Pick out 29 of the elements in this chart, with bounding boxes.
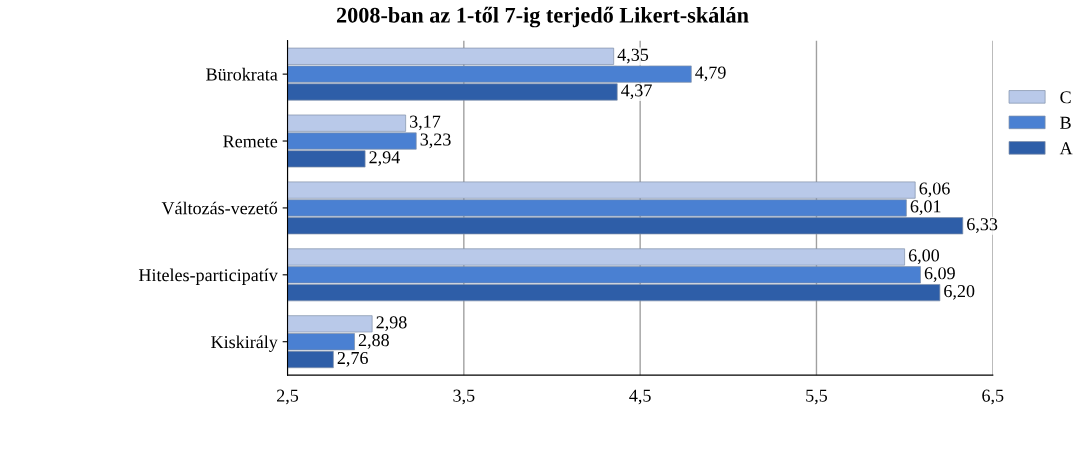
data-label: 6,09: [924, 267, 955, 282]
data-label: 6,00: [908, 249, 940, 265]
legend-label: C: [1060, 91, 1071, 104]
y-tick-label: Remete: [223, 135, 278, 148]
x-tick-label: 6,5: [982, 389, 1004, 405]
data-label: 2,88: [358, 334, 389, 349]
y-tick-label: Hiteles-participatív: [138, 268, 278, 285]
data-label: 3,17: [410, 115, 441, 131]
data-label: 4,79: [695, 66, 726, 82]
data-label: 3,23: [420, 133, 451, 149]
data-label: 2,98: [376, 316, 407, 331]
data-label: 6,01: [910, 200, 941, 216]
chart-title: 2008-ban az 1-től 7-ig terjedő Likert-skálán: [336, 6, 749, 28]
y-tick-label: Változás-vezető: [161, 201, 278, 215]
data-label: 4,35: [617, 48, 649, 64]
data-label: 6,06: [919, 182, 950, 198]
data-label: 2,94: [369, 151, 400, 166]
y-tick-label: Bürokrata: [206, 67, 278, 81]
x-tick-label: 4,5: [629, 389, 651, 405]
data-label: 4,37: [621, 84, 652, 100]
data-label: 6,20: [944, 284, 975, 300]
x-tick-label: 2,5: [277, 389, 299, 405]
legend-label: B: [1060, 116, 1071, 129]
data-label: 2,76: [337, 351, 368, 367]
data-label: 6,33: [967, 218, 998, 233]
x-tick-label: 5,5: [806, 389, 828, 405]
x-tick-label: 3,5: [453, 389, 475, 405]
y-tick-label: Kiskirály: [211, 335, 278, 352]
legend-label: A: [1059, 142, 1073, 155]
